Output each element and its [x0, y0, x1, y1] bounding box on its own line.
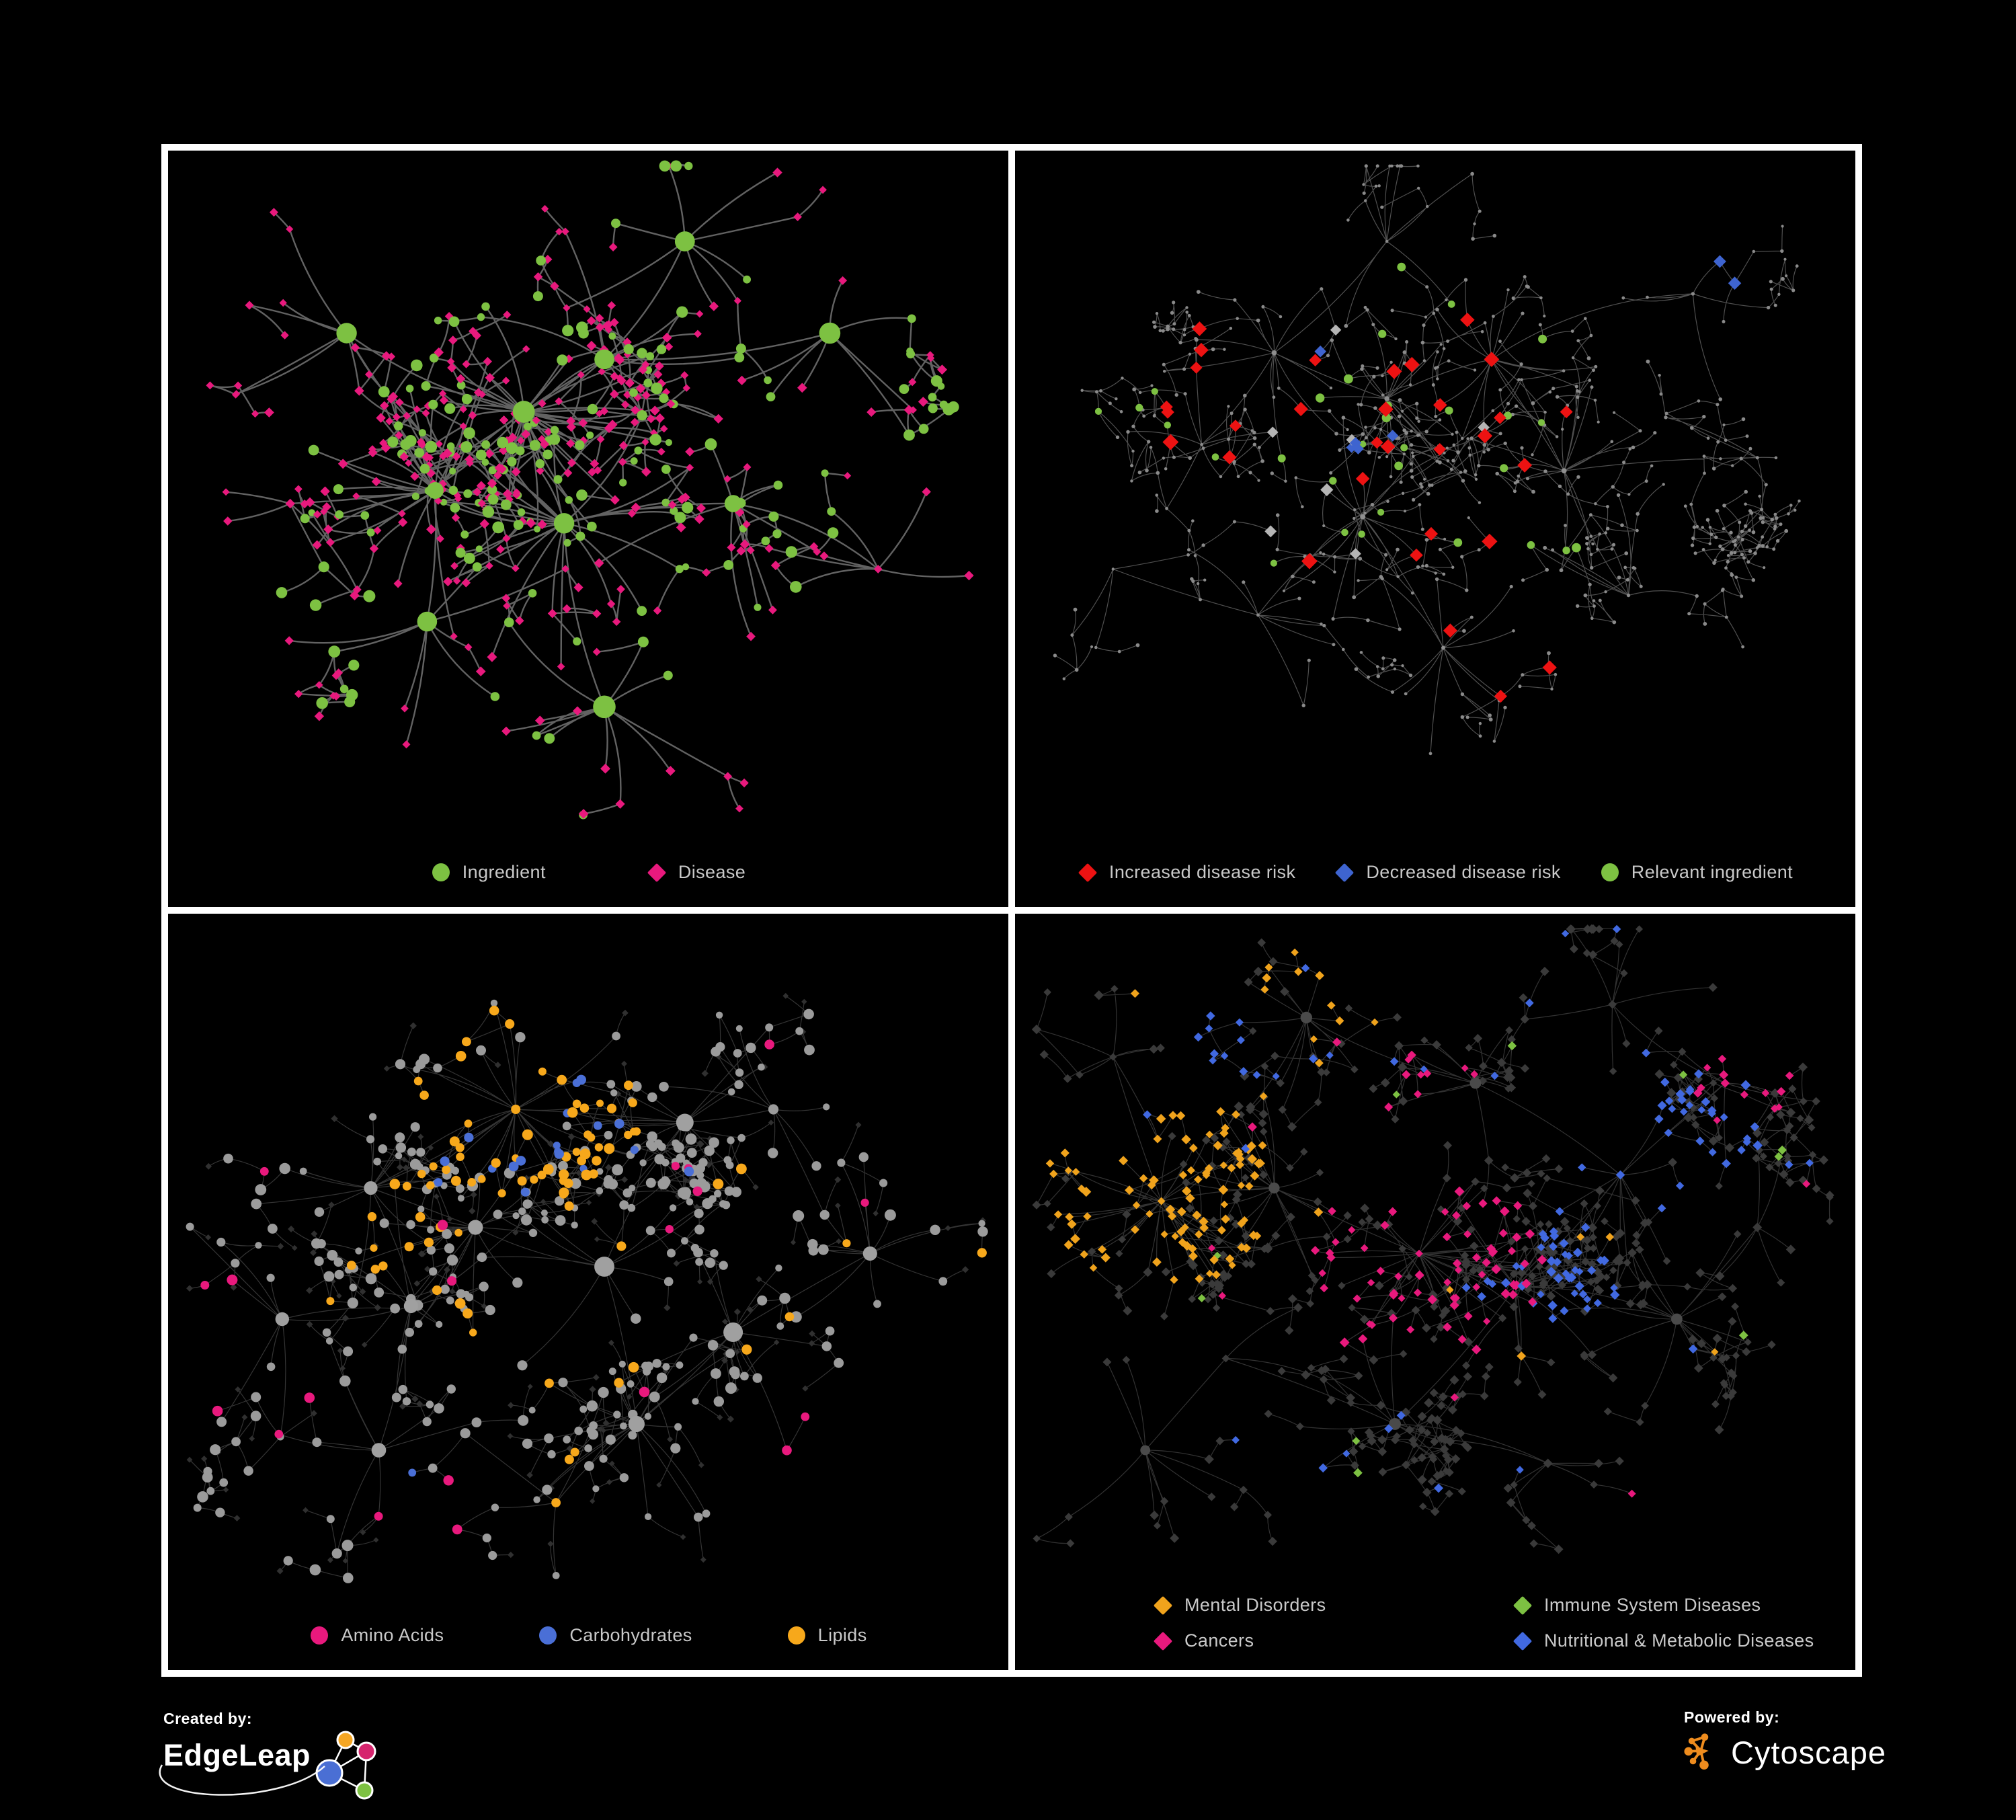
legend-item: Nutritional & Metabolic Diseases — [1513, 1630, 1814, 1651]
legend-item: Mental Disorders — [1153, 1595, 1513, 1616]
panel-disease-category: Mental Disorders Immune System Diseases Ca… — [1015, 914, 1855, 1670]
diamond-marker-icon — [1513, 1631, 1533, 1651]
edgeleap-brand-name: EdgeLeap — [163, 1738, 311, 1772]
disease-risk-network — [1053, 164, 1801, 756]
legend-item: Immune System Diseases — [1513, 1595, 1814, 1616]
legend-item: Increased disease risk — [1078, 862, 1295, 883]
ingredient-disease-network — [206, 160, 974, 820]
legend-label: Nutritional & Metabolic Diseases — [1544, 1630, 1814, 1651]
panel-grid: Ingredient Disease Increased disease risk… — [161, 144, 1862, 1677]
circle-marker-icon — [787, 1626, 807, 1646]
legend-label: Lipids — [817, 1625, 867, 1645]
created-by-label: Created by: — [163, 1710, 253, 1727]
legend-label: Carbohydrates — [569, 1625, 692, 1645]
cytoscape-logo-icon — [1684, 1731, 1723, 1774]
circle-marker-icon — [538, 1626, 558, 1646]
legend-item: Decreased disease risk — [1334, 862, 1560, 883]
legend-item: Lipids — [787, 1625, 867, 1646]
panel-disease-risk: Increased disease risk Decreased disease … — [1015, 151, 1855, 907]
legend-item: Amino Acids — [309, 1625, 444, 1646]
diamond-marker-icon — [1334, 863, 1355, 883]
legend-label: Amino Acids — [341, 1625, 444, 1645]
legend-label: Relevant ingredient — [1631, 862, 1793, 882]
ingredient-disease-legend: Ingredient Disease — [168, 862, 1008, 883]
legend-label: Decreased disease risk — [1366, 862, 1561, 882]
powered-by-block: Powered by: — [1684, 1708, 1886, 1774]
circle-marker-icon — [309, 1626, 329, 1646]
legend-label: Cancers — [1184, 1630, 1254, 1651]
nutrient-class-legend: Amino Acids Carbohydrates Lipids — [168, 1625, 1008, 1646]
legend-item: Ingredient — [431, 862, 546, 883]
nutrient-class-network — [186, 992, 988, 1583]
legend-label: Mental Disorders — [1184, 1595, 1326, 1615]
diamond-marker-icon — [647, 863, 667, 883]
panel-nutrient-class: Amino Acids Carbohydrates Lipids — [168, 914, 1008, 1670]
disease-risk-legend: Increased disease risk Decreased disease … — [1015, 862, 1855, 883]
disease-category-network — [1031, 924, 1834, 1554]
diamond-marker-icon — [1153, 1631, 1173, 1651]
legend-item: Cancers — [1153, 1630, 1513, 1651]
disease-category-legend: Mental Disorders Immune System Diseases Ca… — [1015, 1595, 1855, 1651]
powered-by-label: Powered by: — [1684, 1708, 1780, 1726]
circle-marker-icon — [1600, 863, 1620, 883]
legend-item: Relevant ingredient — [1600, 862, 1793, 883]
diamond-marker-icon — [1513, 1595, 1533, 1616]
diamond-marker-icon — [1153, 1595, 1173, 1616]
diamond-marker-icon — [1078, 863, 1098, 883]
cytoscape-brand-name: Cytoscape — [1731, 1735, 1887, 1770]
legend-label: Ingredient — [462, 862, 546, 882]
panel-ingredient-disease: Ingredient Disease — [168, 151, 1008, 907]
circle-marker-icon — [431, 863, 451, 883]
legend-item: Disease — [647, 862, 745, 883]
legend-label: Disease — [678, 862, 746, 882]
legend-item: Carbohydrates — [538, 1625, 692, 1646]
legend-label: Increased disease risk — [1108, 862, 1296, 882]
edgeleap-logo-icon — [311, 1731, 378, 1809]
legend-label: Immune System Diseases — [1544, 1595, 1761, 1615]
created-by-block: Created by: EdgeLeap — [159, 1710, 385, 1811]
